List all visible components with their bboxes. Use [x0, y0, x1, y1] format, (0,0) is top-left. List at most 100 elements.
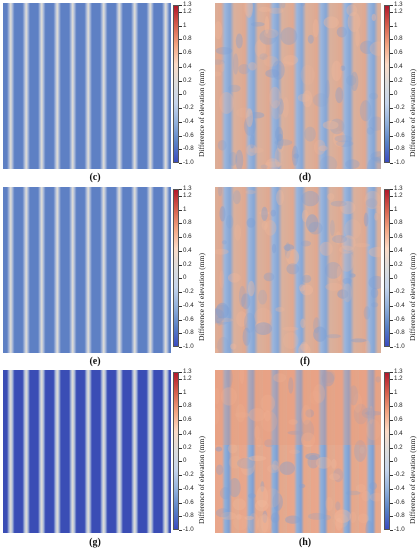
colorbar-tickmark — [390, 475, 393, 476]
colorbar-tickmark — [390, 379, 393, 380]
colorbar-tickmark — [390, 372, 393, 373]
colorbar-tick-label: 0 — [183, 274, 187, 281]
colorbar-tickmark — [179, 210, 182, 211]
panel-image-c — [3, 3, 171, 169]
colorbar-tickmark — [179, 67, 182, 68]
colorbar-tick-label: 0.8 — [394, 219, 403, 226]
colorbar-tickmark — [390, 223, 393, 224]
colorbar-tickmark — [179, 5, 182, 6]
colorbar-tick-label: 0.2 — [394, 444, 403, 451]
panel-caption-d: (d) — [298, 172, 312, 183]
colorbar-g — [173, 372, 179, 530]
colorbar-tickmark — [390, 448, 393, 449]
colorbar-tick-label: -0.4 — [394, 302, 405, 309]
colorbar-tickmark — [179, 94, 182, 95]
colorbar-tickmark — [179, 163, 182, 164]
colorbar-tickmark — [179, 136, 182, 137]
colorbar-tickmark — [390, 237, 393, 238]
colorbar-tickmark — [179, 516, 182, 517]
colorbar-tick-label: -0.8 — [183, 512, 194, 519]
panel-caption-f: (f) — [300, 356, 310, 367]
colorbar-tickmark — [390, 278, 393, 279]
colorbar-tick-label: 0.4 — [183, 430, 192, 437]
colorbar-tick-label: 1 — [183, 389, 187, 396]
colorbar-tickmark — [179, 333, 182, 334]
colorbar-tickmark — [390, 393, 393, 394]
surface-texture — [215, 370, 381, 533]
colorbar-tickmark — [390, 420, 393, 421]
colorbar-d — [384, 5, 390, 163]
colorbar-tickmark — [390, 26, 393, 27]
colorbar-title: Difference of elevation (mm) — [197, 69, 206, 157]
colorbar-tick-label: 1 — [394, 389, 398, 396]
colorbar-tick-label: -0.6 — [183, 316, 194, 323]
panel-image-d — [215, 3, 381, 169]
colorbar-tickmark — [390, 94, 393, 95]
colorbar-title: Difference of elevation (mm) — [197, 253, 206, 341]
colorbar-tickmark — [390, 251, 393, 252]
colorbar-tickmark — [179, 189, 182, 190]
colorbar-tick-label: 0.4 — [183, 247, 192, 254]
colorbar-tick-label: -1.0 — [183, 159, 194, 166]
colorbar-title: Difference of elevation (mm) — [408, 253, 417, 341]
panel-image-f — [215, 187, 381, 353]
colorbar-tick-label: -0.2 — [183, 288, 194, 295]
colorbar-tick-label: -0.6 — [183, 499, 194, 506]
colorbar-tick-label: 1.2 — [394, 192, 403, 199]
colorbar-tick-label: 0.8 — [394, 35, 403, 42]
colorbar-tickmark — [179, 26, 182, 27]
colorbar-tickmark — [390, 503, 393, 504]
colorbar-tick-label: -0.2 — [394, 104, 405, 111]
colorbar-tick-label: -0.2 — [394, 288, 405, 295]
colorbar-tickmark — [179, 503, 182, 504]
colorbar-tickmark — [179, 39, 182, 40]
colorbar-tick-label: 1.2 — [183, 8, 192, 15]
colorbar-tickmark — [179, 420, 182, 421]
colorbar-tickmark — [179, 149, 182, 150]
colorbar-tickmark — [179, 406, 182, 407]
colorbar-tick-label: -0.8 — [394, 512, 405, 519]
colorbar-tickmark — [179, 530, 182, 531]
colorbar-tick-label: 0.2 — [183, 444, 192, 451]
colorbar-tick-label: -0.4 — [183, 302, 194, 309]
colorbar-tick-label: 0.6 — [183, 233, 192, 240]
panel-caption-e: (e) — [89, 356, 101, 367]
colorbar-tick-label: 0.6 — [183, 49, 192, 56]
colorbar-tick-label: -0.8 — [183, 145, 194, 152]
colorbar-tick-label: 1.2 — [394, 375, 403, 382]
colorbar-tick-label: -1.0 — [183, 526, 194, 533]
colorbar-tickmark — [179, 448, 182, 449]
colorbar-tick-label: 1.2 — [394, 8, 403, 15]
colorbar-tickmark — [179, 379, 182, 380]
colorbar-tick-label: 1.3 — [394, 1, 403, 8]
panel-caption-g: (g) — [89, 537, 101, 548]
colorbar-tickmark — [179, 53, 182, 54]
colorbar-tickmark — [179, 108, 182, 109]
colorbar-tick-label: 0.4 — [183, 63, 192, 70]
colorbar-tick-label: -0.6 — [394, 132, 405, 139]
panel-caption-h: (h) — [298, 537, 312, 548]
colorbar-tick-label: 0.2 — [183, 77, 192, 84]
colorbar-tickmark — [179, 223, 182, 224]
colorbar-tickmark — [179, 393, 182, 394]
colorbar-tickmark — [390, 81, 393, 82]
colorbar-tickmark — [179, 461, 182, 462]
colorbar-tick-label: 1.3 — [394, 368, 403, 375]
colorbar-tick-label: 1 — [183, 206, 187, 213]
panel-image-h — [215, 370, 381, 533]
colorbar-tickmark — [390, 189, 393, 190]
colorbar-tickmark — [179, 320, 182, 321]
colorbar-tick-label: 0 — [394, 274, 398, 281]
colorbar-tickmark — [390, 196, 393, 197]
colorbar-tickmark — [179, 475, 182, 476]
colorbar-tick-label: -0.8 — [394, 145, 405, 152]
colorbar-tickmark — [179, 372, 182, 373]
colorbar-tickmark — [390, 149, 393, 150]
colorbar-tickmark — [179, 237, 182, 238]
colorbar-f — [384, 189, 390, 347]
colorbar-tick-label: 0.4 — [394, 430, 403, 437]
colorbar-tick-label: 0.4 — [394, 63, 403, 70]
colorbar-tickmark — [390, 108, 393, 109]
panel-image-g — [3, 370, 171, 533]
surface-texture — [215, 3, 381, 169]
